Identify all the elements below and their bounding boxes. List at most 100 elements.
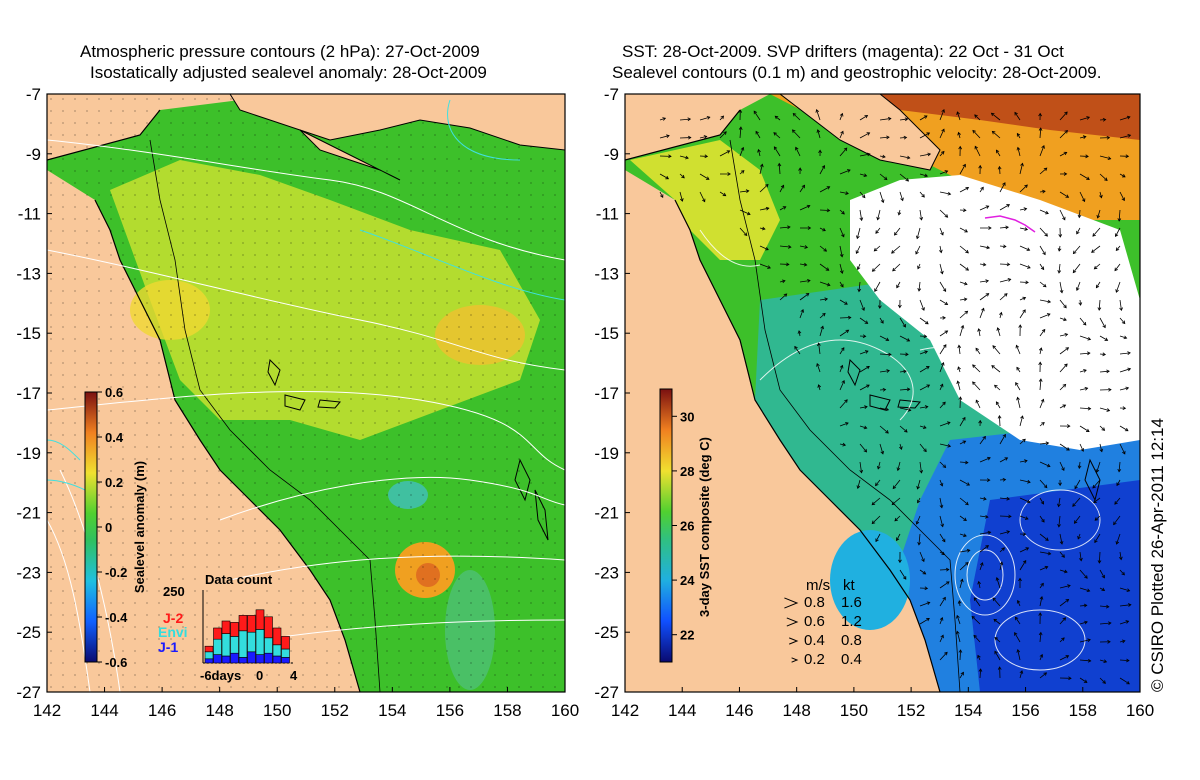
velocity-arrowhead bbox=[1038, 127, 1043, 131]
velocity-arrowhead bbox=[945, 567, 950, 572]
right-title-line1: SST: 28-Oct-2009. SVP drifters (magenta)… bbox=[622, 42, 1064, 61]
velocity-arrow bbox=[939, 299, 948, 305]
velocity-arrow bbox=[1079, 173, 1090, 180]
velocity-arrowhead bbox=[977, 654, 981, 659]
velocity-arrowhead bbox=[863, 425, 868, 430]
velocity-arrowhead bbox=[993, 618, 998, 623]
left-pressure-contours bbox=[47, 139, 565, 692]
velocity-arrowhead bbox=[1084, 620, 1088, 625]
data-count-bar-segment bbox=[221, 620, 231, 634]
data-count-bar-segment bbox=[238, 657, 248, 664]
velocity-arrowhead bbox=[1041, 422, 1045, 426]
velocity-arrow bbox=[859, 132, 870, 139]
velocity-arrow bbox=[779, 245, 791, 248]
velocity-arrowhead bbox=[1122, 450, 1126, 455]
velocity-arrowhead bbox=[1058, 482, 1062, 487]
velocity-arrow bbox=[759, 227, 765, 230]
velocity-arrow bbox=[1059, 655, 1069, 661]
velocity-arrowhead bbox=[1106, 135, 1111, 140]
velocity-arrowhead bbox=[927, 152, 932, 157]
velocity-arrow bbox=[739, 127, 742, 139]
velocity-arrow bbox=[939, 461, 946, 468]
velocity-arrow bbox=[874, 281, 881, 292]
velocity-arrow bbox=[959, 417, 966, 427]
velocity-arrow bbox=[1119, 191, 1125, 201]
velocity-arrow bbox=[1077, 533, 1081, 540]
velocity-arrowhead bbox=[666, 134, 670, 139]
velocity-arrow bbox=[1017, 600, 1021, 607]
velocity-arrow bbox=[899, 388, 910, 391]
velocity-arrowhead bbox=[861, 307, 865, 311]
velocity-arrowhead bbox=[907, 408, 912, 412]
velocity-arrow bbox=[972, 364, 981, 373]
velocity-arrowhead bbox=[940, 362, 945, 366]
velocity-arrow bbox=[939, 344, 947, 355]
velocity-arrowhead bbox=[975, 347, 979, 352]
data-count-bar-segment bbox=[230, 652, 239, 664]
velocity-arrowhead bbox=[1025, 547, 1030, 551]
velocity-arrowhead bbox=[1105, 604, 1110, 609]
velocity-arrowhead bbox=[805, 293, 810, 297]
velocity-arrowhead bbox=[755, 130, 759, 135]
velocity-arrow bbox=[958, 132, 961, 139]
velocity-arrow bbox=[1017, 649, 1021, 661]
velocity-arrow bbox=[894, 227, 901, 236]
velocity-arrowhead bbox=[891, 501, 896, 506]
velocity-arrow bbox=[959, 187, 969, 193]
velocity-arrow bbox=[1115, 227, 1121, 237]
velocity-arrowhead bbox=[923, 334, 928, 339]
velocity-arrowhead bbox=[897, 211, 902, 216]
velocity-arrowhead bbox=[781, 279, 786, 284]
velocity-arrowhead bbox=[1092, 484, 1096, 489]
velocity-arrowhead bbox=[916, 485, 920, 490]
velocity-arrowhead bbox=[816, 363, 820, 367]
velocity-arrowhead bbox=[957, 344, 962, 349]
left-islands bbox=[267, 358, 549, 541]
velocity-arrow bbox=[1019, 245, 1030, 251]
velocity-arrowhead bbox=[1059, 541, 1064, 545]
velocity-arrowhead bbox=[1041, 145, 1045, 149]
velocity-arrowhead bbox=[720, 115, 725, 120]
velocity-arrow bbox=[1099, 569, 1105, 579]
velocity-arrow bbox=[939, 362, 944, 373]
velocity-arrowhead bbox=[875, 538, 879, 543]
left-lon-label: 160 bbox=[551, 701, 579, 720]
right-lat-label: -13 bbox=[594, 264, 619, 283]
velocity-arrowhead bbox=[1073, 520, 1078, 524]
velocity-arrowhead bbox=[987, 530, 992, 535]
velocity-arrow bbox=[1099, 425, 1105, 431]
velocity-arrowhead bbox=[880, 450, 885, 455]
velocity-arrow bbox=[1039, 399, 1044, 409]
velocity-arrow bbox=[799, 245, 808, 248]
velocity-arrow bbox=[699, 173, 710, 180]
velocity-arrow bbox=[774, 115, 781, 121]
velocity-arrowhead bbox=[875, 482, 879, 487]
velocity-arrowhead bbox=[1124, 427, 1129, 432]
velocity-arrowhead bbox=[1061, 467, 1065, 472]
velocity-arrowhead bbox=[992, 597, 997, 602]
velocity-legend-kt: 0.4 bbox=[841, 651, 862, 668]
velocity-arrow bbox=[939, 443, 951, 447]
right-lon-label: 160 bbox=[1126, 701, 1154, 720]
svp-drifter-track bbox=[984, 215, 1036, 233]
velocity-arrowhead bbox=[1024, 459, 1028, 463]
velocity-arrow bbox=[719, 150, 730, 157]
velocity-arrowhead bbox=[1087, 336, 1092, 341]
velocity-arrowhead bbox=[1039, 653, 1044, 658]
velocity-arrow bbox=[779, 226, 791, 229]
velocity-arrow bbox=[874, 245, 881, 252]
velocity-arrowhead bbox=[1062, 617, 1067, 621]
left-colorbar-tick-label: -0.4 bbox=[105, 610, 128, 625]
velocity-arrowhead bbox=[1047, 551, 1052, 556]
velocity-arrow bbox=[818, 384, 821, 391]
velocity-arrow bbox=[1039, 596, 1043, 607]
velocity-arrowhead bbox=[942, 401, 946, 406]
velocity-arrowhead bbox=[977, 328, 981, 332]
velocity-arrowhead bbox=[844, 301, 848, 305]
velocity-arrow bbox=[919, 406, 928, 409]
right-lon-label: 154 bbox=[954, 701, 982, 720]
velocity-arrow bbox=[1015, 616, 1021, 625]
velocity-arrow bbox=[773, 146, 781, 157]
velocity-arrowhead bbox=[845, 422, 849, 426]
velocity-arrowhead bbox=[941, 538, 946, 543]
